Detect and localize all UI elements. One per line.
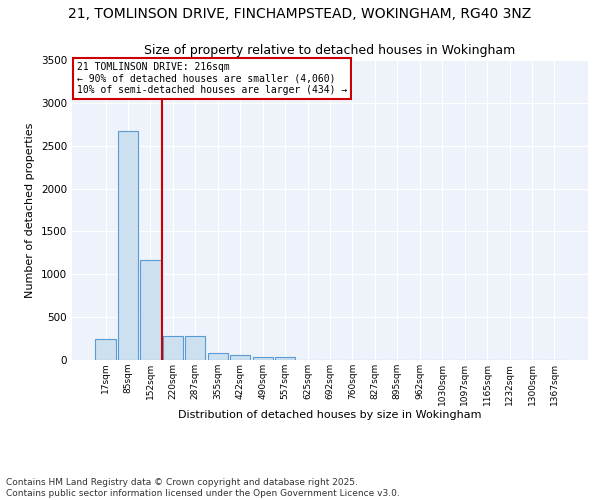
Bar	[185, 336, 205, 360]
Bar	[230, 355, 250, 360]
Bar	[95, 338, 116, 360]
Bar	[208, 352, 228, 360]
Title: Size of property relative to detached houses in Wokingham: Size of property relative to detached ho…	[145, 44, 515, 58]
Text: 21, TOMLINSON DRIVE, FINCHAMPSTEAD, WOKINGHAM, RG40 3NZ: 21, TOMLINSON DRIVE, FINCHAMPSTEAD, WOKI…	[68, 8, 532, 22]
Text: 21 TOMLINSON DRIVE: 216sqm
← 90% of detached houses are smaller (4,060)
10% of s: 21 TOMLINSON DRIVE: 216sqm ← 90% of deta…	[77, 62, 347, 94]
Bar	[253, 357, 273, 360]
Bar	[275, 357, 295, 360]
Bar	[140, 260, 161, 360]
X-axis label: Distribution of detached houses by size in Wokingham: Distribution of detached houses by size …	[178, 410, 482, 420]
Bar	[163, 336, 183, 360]
Y-axis label: Number of detached properties: Number of detached properties	[25, 122, 35, 298]
Bar	[118, 131, 138, 360]
Text: Contains HM Land Registry data © Crown copyright and database right 2025.
Contai: Contains HM Land Registry data © Crown c…	[6, 478, 400, 498]
